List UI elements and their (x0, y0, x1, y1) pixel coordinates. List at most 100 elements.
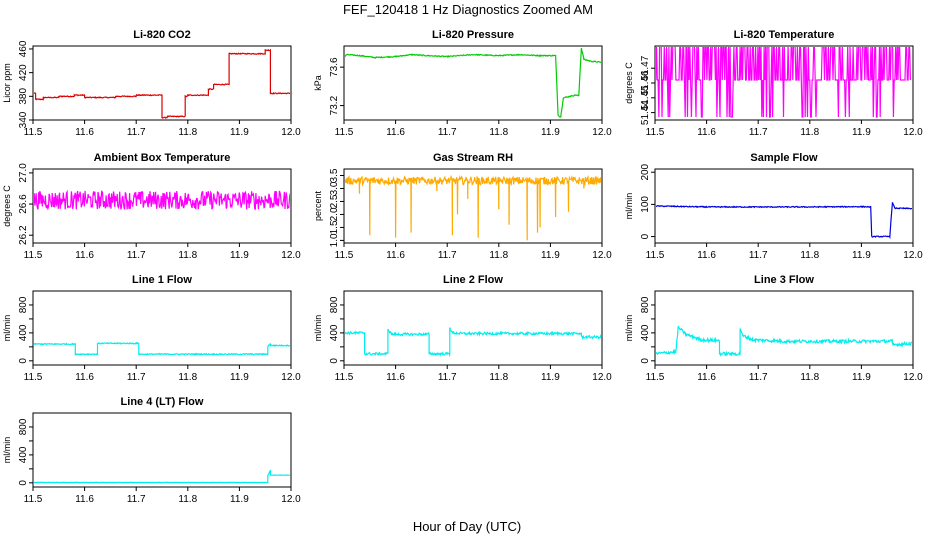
x-axis-label: Hour of Day (UTC) (413, 519, 521, 534)
x-tick-label: 11.5 (335, 372, 354, 383)
x-tick-label: 12.0 (281, 494, 301, 505)
panel-title: Line 3 Flow (754, 274, 814, 286)
y-tick-label: 800 (329, 296, 340, 313)
y-axis-label: kPa (313, 75, 323, 91)
series-line (34, 469, 290, 484)
y-tick-label: 51.44 (640, 100, 651, 125)
y-tick-label: 400 (329, 324, 340, 341)
y-axis-label: ml/min (2, 315, 12, 342)
y-tick-label: 0 (18, 480, 29, 486)
x-tick-label: 11.9 (541, 127, 560, 138)
x-tick-label: 11.5 (646, 250, 665, 261)
series-line (345, 47, 601, 118)
panel-title: Line 1 Flow (132, 274, 192, 286)
x-tick-label: 11.6 (386, 250, 405, 261)
panel-9: Line 4 (LT) Flow 11.5 11.6 11.7 11.8 11.9 12.0… (2, 396, 301, 505)
x-tick-label: 11.7 (127, 127, 146, 138)
y-tick-label: 2.0 (329, 207, 340, 221)
panel-4: Gas Stream RH 11.5 11.6 11.7 11.8 11.9 12.0 1.0… (313, 152, 612, 261)
y-tick-label: 400 (640, 324, 651, 341)
y-axis-label: degrees C (2, 185, 12, 227)
plot-frame (343, 45, 603, 121)
x-tick-label: 11.7 (127, 372, 146, 383)
x-tick-label: 12.0 (592, 372, 612, 383)
panel-5: Sample Flow 11.5 11.6 11.7 11.8 11.9 12.0 0 100 2… (624, 152, 923, 261)
x-tick-label: 12.0 (903, 127, 923, 138)
y-tick-label: 1.5 (329, 220, 340, 234)
x-tick-label: 11.6 (386, 372, 405, 383)
y-tick-label: 26.6 (18, 194, 29, 214)
x-tick-label: 11.9 (852, 372, 871, 383)
y-tick-label: 27.0 (18, 163, 29, 183)
panel-title: Ambient Box Temperature (94, 152, 231, 164)
x-tick-label: 11.5 (335, 127, 354, 138)
y-tick-label: 400 (18, 324, 29, 341)
y-tick-label: 0 (640, 358, 651, 364)
y-tick-label: 800 (640, 296, 651, 313)
y-tick-label: 0 (640, 233, 651, 239)
series-line (345, 327, 601, 358)
plot-frame (654, 290, 914, 366)
y-tick-label: 51.45 (640, 85, 651, 110)
plot-frame (343, 168, 603, 244)
y-axis-label: percent (313, 190, 323, 221)
x-tick-label: 11.8 (178, 250, 197, 261)
y-tick-label: 420 (18, 64, 29, 81)
y-tick-label: 0 (18, 358, 29, 364)
x-tick-label: 11.7 (127, 494, 146, 505)
x-tick-label: 11.8 (489, 372, 508, 383)
y-axis-label: ml/min (313, 315, 323, 342)
x-tick-label: 11.7 (749, 372, 768, 383)
series-line (656, 325, 912, 357)
x-tick-label: 11.7 (438, 127, 457, 138)
x-tick-label: 11.5 (24, 494, 43, 505)
x-tick-label: 11.6 (697, 127, 716, 138)
panel-3: Ambient Box Temperature 11.5 11.6 11.7 11.8 1… (2, 152, 301, 261)
x-tick-label: 11.7 (749, 250, 768, 261)
y-tick-label: 3.0 (329, 181, 340, 195)
y-tick-label: 73.6 (329, 57, 340, 77)
panel-1: Li-820 Pressure 11.5 11.6 11.7 11.8 11.9 12.0 7… (313, 29, 612, 138)
x-tick-label: 11.9 (541, 250, 560, 261)
plot-frame (32, 412, 292, 488)
plot-frame (32, 290, 292, 366)
y-tick-label: 0 (329, 358, 340, 364)
series-line (656, 47, 911, 118)
x-tick-label: 11.6 (75, 250, 94, 261)
y-tick-label: 800 (18, 296, 29, 313)
panel-title: Line 4 (LT) Flow (121, 396, 204, 408)
x-tick-label: 11.5 (646, 372, 665, 383)
y-axis-label: degrees C (624, 62, 634, 104)
series-line (345, 174, 601, 241)
x-tick-label: 11.8 (489, 250, 508, 261)
y-tick-label: 73.2 (329, 95, 340, 115)
series-line (34, 341, 290, 357)
panel-title: Li-820 CO2 (133, 29, 190, 41)
y-axis-label: Licor ppm (2, 63, 12, 103)
y-tick-label: 800 (18, 418, 29, 435)
x-tick-label: 12.0 (592, 250, 612, 261)
x-tick-label: 11.6 (386, 127, 405, 138)
x-tick-label: 11.6 (697, 372, 716, 383)
x-tick-label: 11.9 (230, 372, 249, 383)
panel-grid: Li-820 CO2 11.5 11.6 11.7 11.8 11.9 12.0 340 380… (2, 29, 923, 505)
x-tick-label: 11.7 (749, 127, 768, 138)
y-tick-label: 3.5 (329, 168, 340, 182)
y-axis-label: ml/min (2, 437, 12, 464)
plot-frame (32, 168, 292, 244)
x-tick-label: 12.0 (281, 372, 301, 383)
y-tick-label: 340 (18, 111, 29, 128)
x-tick-label: 11.8 (800, 250, 819, 261)
panel-2: Li-820 Temperature 11.5 11.6 11.7 11.8 11.9 12… (624, 29, 923, 138)
panel-0: Li-820 CO2 11.5 11.6 11.7 11.8 11.9 12.0 340 380… (2, 29, 301, 138)
y-tick-label: 380 (18, 88, 29, 105)
x-tick-label: 11.6 (75, 494, 94, 505)
x-tick-label: 11.9 (852, 127, 871, 138)
x-tick-label: 11.7 (438, 250, 457, 261)
y-tick-label: 460 (18, 40, 29, 57)
x-tick-label: 11.9 (230, 250, 249, 261)
x-tick-label: 11.8 (178, 372, 197, 383)
x-tick-label: 11.7 (438, 372, 457, 383)
x-tick-label: 11.5 (646, 127, 665, 138)
